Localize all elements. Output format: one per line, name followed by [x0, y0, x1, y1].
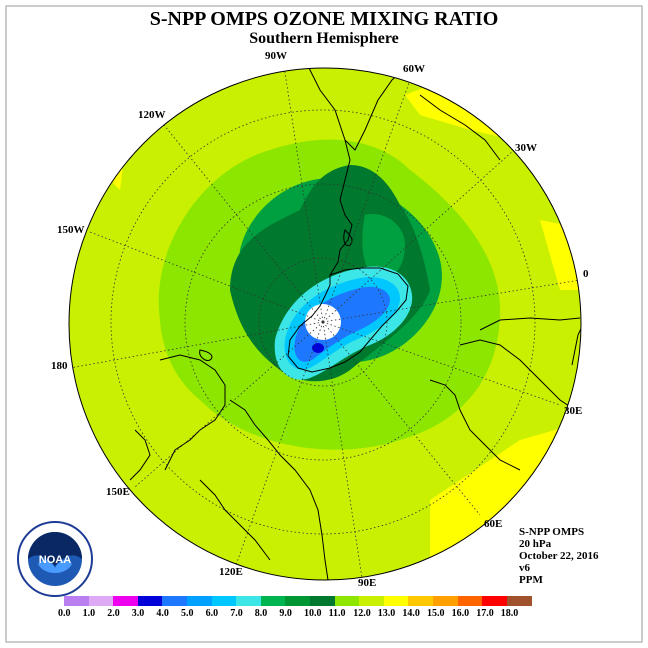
colorbar-tick-label: 18.0 [500, 608, 519, 619]
info-version: v6 [519, 562, 530, 574]
lon-label-30w: 30W [515, 142, 537, 154]
field-9-10-inner [362, 214, 405, 279]
lon-label-90e: 90E [358, 577, 377, 589]
coastlines [129, 68, 581, 580]
lon-label-120e: 120E [219, 566, 243, 578]
lon-label-180: 180 [51, 360, 68, 372]
page-title: S-NPP OMPS OZONE MIXING RATIO [149, 8, 499, 30]
colorbar-swatch [236, 596, 262, 606]
colorbar-swatch [260, 596, 286, 606]
lon-label-150w: 150W [57, 224, 85, 236]
colorbar-tick-label: 12.0 [353, 608, 371, 619]
colorbar-swatch [383, 596, 409, 606]
colorbar-swatch [88, 596, 114, 606]
lon-label-60w: 60W [403, 63, 425, 75]
colorbar-tick-label: 13.0 [377, 608, 396, 619]
colorbar-tick-label: 15.0 [427, 608, 445, 619]
colorbar-tick-label: 7.0 [230, 608, 243, 619]
colorbar-tick-label: 6.0 [205, 608, 219, 619]
colorbar-tick-label: 4.0 [156, 608, 169, 619]
colorbar-tick-label: 2.0 [107, 608, 120, 619]
colorbar-swatch [137, 596, 163, 606]
colorbar-swatch [506, 596, 532, 606]
lon-label-60e: 60E [484, 518, 503, 530]
colorbar-tick-label: 16.0 [451, 608, 470, 619]
colorbar-swatch [359, 596, 385, 606]
lon-label-30e: 30E [564, 405, 583, 417]
colorbar-tick-label: 8.0 [254, 608, 268, 619]
lon-label-90w: 90W [265, 50, 287, 62]
logo-text: NOAA [39, 554, 71, 566]
colorbar-swatch [433, 596, 459, 606]
colorbar-tick-label: 3.0 [131, 608, 145, 619]
colorbar-tick-label: 5.0 [181, 608, 194, 619]
graticule [69, 68, 581, 579]
lon-label-0: 0 [583, 268, 589, 280]
colorbar-swatch [334, 596, 360, 606]
field-3-4 [312, 343, 324, 353]
map-border [68, 67, 582, 581]
colorbar-tick-label: 1.0 [82, 608, 96, 619]
colorbar-swatch [285, 596, 311, 606]
info-units: PPM [519, 574, 543, 586]
colorbar-swatch [187, 596, 213, 606]
colorbar-tick-label: 17.0 [476, 608, 494, 619]
colorbar-tick-label: 9.0 [279, 608, 292, 619]
colorbar-tick-label: 14.0 [402, 608, 420, 619]
colorbar-swatch [408, 596, 434, 606]
ozone-field [69, 68, 581, 580]
colorbar-swatch [162, 596, 188, 606]
colorbar-swatch [457, 596, 483, 606]
colorbar-tick-label: 0.0 [58, 608, 71, 619]
colorbar-tick-label: 11.0 [328, 608, 346, 619]
info-instrument: S-NPP OMPS [519, 526, 585, 538]
page-subtitle: Southern Hemisphere [249, 30, 399, 47]
info-date: October 22, 2016 [519, 550, 599, 562]
info-level: 20 hPa [519, 538, 552, 550]
colorbar-swatch [482, 596, 508, 606]
lon-label-150e: 150E [106, 486, 130, 498]
colorbar-swatch [310, 596, 336, 606]
colorbar-swatch [211, 596, 237, 606]
colorbar-swatch [113, 596, 139, 606]
noaa-logo: NOAA [17, 521, 93, 597]
figure-frame [5, 5, 643, 643]
colorbar-swatch [64, 596, 90, 606]
colorbar-tick-label: 10.0 [304, 608, 322, 619]
lon-label-120w: 120W [138, 109, 166, 121]
